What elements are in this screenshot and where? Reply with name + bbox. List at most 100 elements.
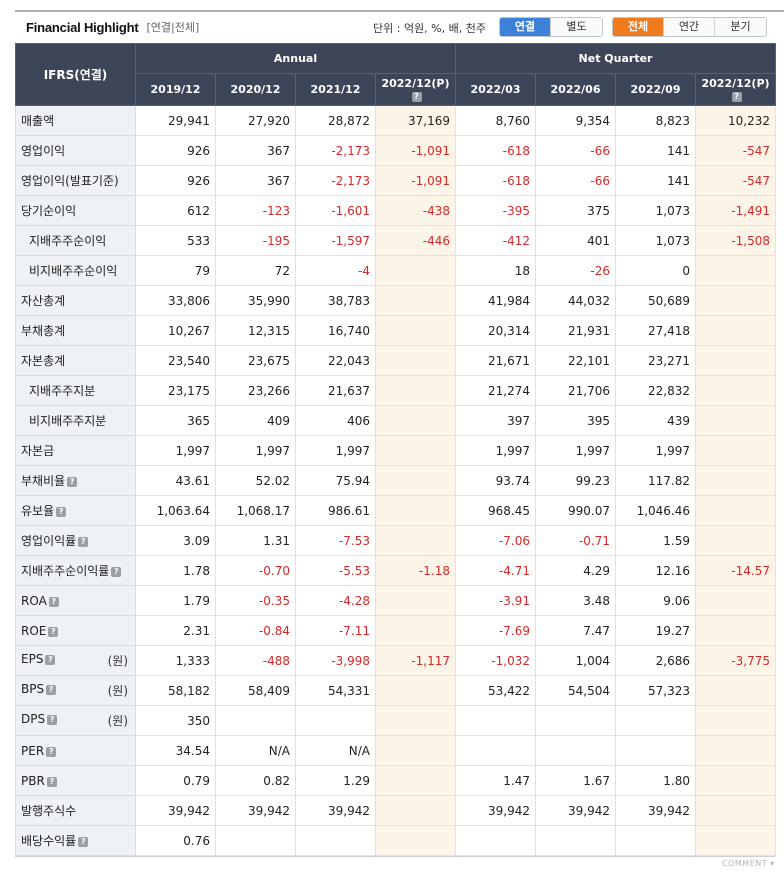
column-header[interactable]: 2022/12(P)?	[374, 73, 457, 106]
table-cell	[374, 615, 457, 646]
table-cell: 57,323	[615, 675, 697, 706]
help-icon[interactable]: ?	[56, 507, 67, 517]
row-label-text: 자본금	[21, 444, 55, 458]
help-icon[interactable]: ?	[47, 715, 58, 725]
table-cell: 9.06	[615, 585, 697, 616]
help-icon[interactable]: ?	[45, 655, 56, 665]
table-cell	[535, 735, 617, 766]
basis-toggle: 연결 별도	[499, 17, 603, 37]
table-cell: 7.47	[535, 615, 617, 646]
row-unit: (원)	[107, 654, 128, 668]
help-icon[interactable]: ?	[67, 477, 78, 487]
table-cell: -1,508	[695, 225, 777, 256]
table-cell: 986.61	[295, 495, 376, 526]
column-header: 2022/06	[535, 73, 617, 106]
help-icon[interactable]: ?	[78, 837, 89, 847]
comment-toggle[interactable]: COMMENT ▾	[722, 859, 775, 868]
table-cell: 0	[615, 255, 697, 286]
row-label-text: 부채총계	[21, 324, 66, 338]
row-label: 부채총계	[15, 315, 136, 346]
help-icon[interactable]: ?	[48, 626, 59, 637]
table-cell: 8,823	[615, 105, 697, 136]
table-cell: 141	[615, 165, 697, 196]
table-cell: 33,806	[135, 285, 216, 316]
table-row: 자본총계 23,540 23,675 22,043 21,671 22,101 23,271	[15, 345, 777, 376]
row-label-text: 영업이익률	[21, 534, 77, 548]
table-cell	[535, 825, 617, 856]
table-cell: 39,942	[215, 795, 296, 826]
table-cell: 1.59	[615, 525, 697, 556]
table-row: 당기순이익 612 -123 -1,601 -438 -395 375 1,073 -1,491	[15, 195, 777, 226]
help-icon[interactable]: ?	[46, 685, 57, 695]
row-label: 유보율?	[15, 495, 136, 526]
table-cell	[615, 825, 697, 856]
table-cell: 0.79	[135, 765, 216, 796]
table-cell: 12,315	[215, 315, 296, 346]
table-row: EPS? (원) 1,333 -488 -3,998 -1,117 -1,032 1,004 2…	[15, 645, 777, 676]
table-cell: 41,984	[455, 285, 537, 316]
table-cell: 9,354	[535, 105, 617, 136]
section-title: Financial Highlight	[26, 19, 139, 35]
table-cell: 43.61	[135, 465, 216, 496]
help-icon[interactable]: ?	[411, 91, 422, 102]
annual-button[interactable]: 연간	[664, 18, 715, 36]
help-icon[interactable]: ?	[111, 567, 122, 577]
table-cell	[695, 315, 777, 346]
table-cell: -1,491	[695, 195, 777, 226]
table-cell: -1,091	[374, 165, 457, 196]
table-cell: 1.78	[135, 555, 216, 586]
row-label-text: BPS	[21, 682, 45, 696]
help-icon[interactable]: ?	[46, 746, 57, 757]
table-cell: -123	[215, 195, 296, 226]
table-cell: -0.70	[215, 555, 296, 586]
table-cell	[374, 375, 457, 406]
table-cell: 34.54	[135, 735, 216, 766]
table-cell: 75.94	[295, 465, 376, 496]
column-header: 2020/12	[215, 73, 296, 106]
table-cell: -7.53	[295, 525, 376, 556]
table-cell	[374, 795, 457, 826]
table-cell: 20,314	[455, 315, 537, 346]
table-cell: -1,601	[295, 195, 376, 226]
table-cell: 2,686	[615, 645, 697, 676]
table-cell: 58,409	[215, 675, 296, 706]
row-label: 매출액	[15, 105, 136, 136]
help-icon[interactable]: ?	[48, 596, 59, 607]
help-icon[interactable]: ?	[46, 776, 57, 787]
table-row: 매출액 29,941 27,920 28,872 37,169 8,760 9,354 8,8…	[15, 105, 777, 136]
column-header[interactable]: 2022/12(P)?	[695, 73, 777, 106]
separate-button[interactable]: 별도	[551, 18, 602, 36]
table-corner-label: IFRS(연결)	[15, 43, 136, 106]
table-cell: 4.29	[535, 555, 617, 586]
table-cell: 1.79	[135, 585, 216, 616]
table-cell: 54,331	[295, 675, 376, 706]
help-icon[interactable]: ?	[731, 91, 742, 102]
table-row: PER? 34.54 N/A N/A	[15, 735, 777, 766]
table-cell	[695, 825, 777, 856]
consolidated-button[interactable]: 연결	[500, 18, 551, 36]
table-cell: 39,942	[455, 795, 537, 826]
table-cell: 10,267	[135, 315, 216, 346]
table-cell: 52.02	[215, 465, 296, 496]
table-row: 영업이익률? 3.09 1.31 -7.53 -7.06 -0.71 1.59	[15, 525, 777, 556]
row-label-text: ROE	[21, 623, 47, 638]
table-cell: 99.23	[535, 465, 617, 496]
help-icon[interactable]: ?	[78, 537, 89, 547]
quarter-button[interactable]: 분기	[715, 18, 766, 36]
table-cell: 72	[215, 255, 296, 286]
table-cell	[695, 765, 777, 796]
row-label: ROA?	[15, 585, 136, 616]
row-label: 지배주주지분	[15, 375, 136, 406]
period-toggle: 전체 연간 분기	[612, 17, 767, 37]
table-cell: -438	[374, 195, 457, 226]
all-button[interactable]: 전체	[613, 18, 664, 36]
row-label: DPS? (원)	[15, 705, 136, 736]
table-row: 지배주주순이익률? 1.78 -0.70 -5.53 -1.18 -4.71 4.29 12.…	[15, 555, 777, 586]
table-row: 자산총계 33,806 35,990 38,783 41,984 44,032 50,689	[15, 285, 777, 316]
table-row: DPS? (원) 350	[15, 705, 777, 736]
table-cell: -7.06	[455, 525, 537, 556]
row-label: PBR?	[15, 765, 136, 796]
table-cell: 1,997	[535, 435, 617, 466]
table-cell: 54,504	[535, 675, 617, 706]
table-cell: 93.74	[455, 465, 537, 496]
